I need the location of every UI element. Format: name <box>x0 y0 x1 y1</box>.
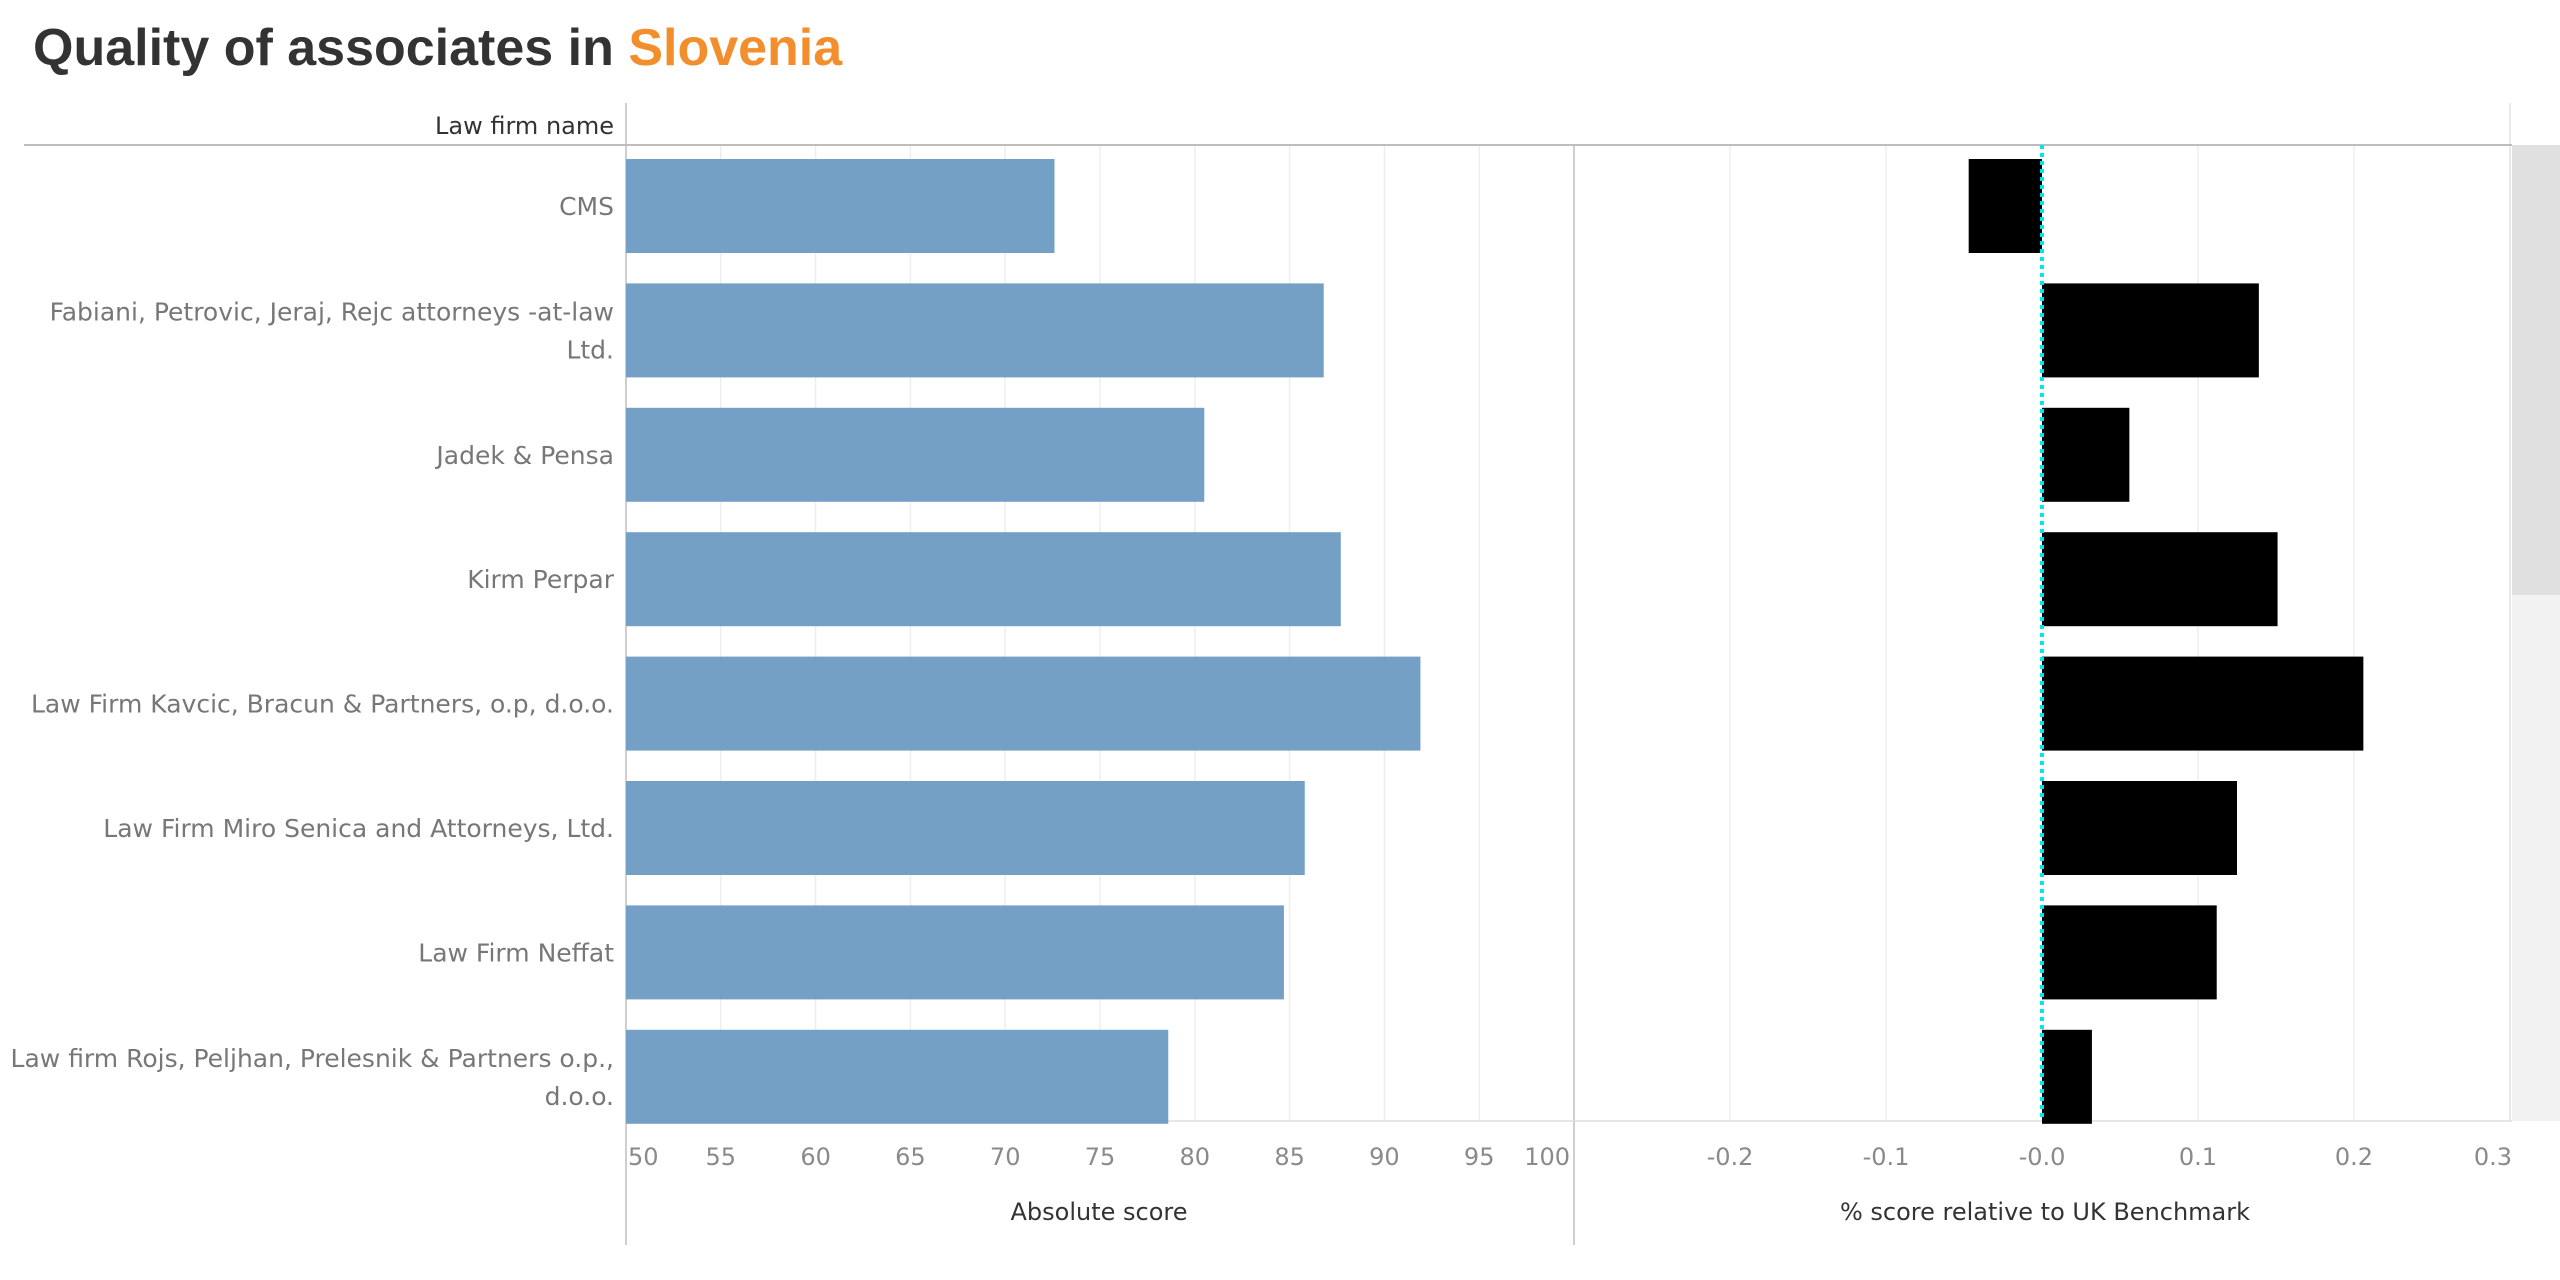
x-axis-title-absolute: Absolute score <box>1010 1198 1187 1226</box>
relative-score-bar <box>2042 1029 2092 1124</box>
row-label: CMS <box>559 192 614 221</box>
row-header-label: Law firm name <box>435 112 614 140</box>
absolute-score-bar <box>626 159 1055 253</box>
x-tick-label-absolute: 75 <box>1085 1143 1116 1171</box>
row-label: Fabiani, Petrovic, Jeraj, Rejc attorneys… <box>50 297 614 364</box>
x-axis-title-relative: % score relative to UK Benchmark <box>1840 1198 2250 1226</box>
row-label-line: Jadek & Pensa <box>434 441 614 470</box>
x-tick-label-relative: 0.2 <box>2335 1143 2373 1171</box>
x-tick-label-absolute: 70 <box>990 1143 1021 1171</box>
x-tick-label-relative: 0.1 <box>2179 1143 2217 1171</box>
x-tick-label-relative: -0.1 <box>1863 1143 1910 1171</box>
x-tick-label-relative: 0.3 <box>2474 1143 2512 1171</box>
row-label-line: Law Firm Kavcic, Bracun & Partners, o.p,… <box>31 690 614 719</box>
absolute-score-bar <box>626 781 1305 875</box>
row-label: Kirm Perpar <box>467 565 615 594</box>
absolute-score-bar <box>626 532 1341 627</box>
x-tick-label-absolute: 95 <box>1464 1143 1495 1171</box>
row-label: Law Firm Neffat <box>418 938 614 967</box>
row-label-line: Kirm Perpar <box>467 565 615 594</box>
relative-score-bar <box>1968 159 2042 253</box>
relative-score-bar <box>2042 407 2130 502</box>
absolute-score-bar <box>626 1029 1169 1124</box>
x-tick-label-absolute: 80 <box>1180 1143 1211 1171</box>
row-label: Law Firm Kavcic, Bracun & Partners, o.p,… <box>31 690 614 719</box>
x-tick-label-absolute: 90 <box>1369 1143 1400 1171</box>
relative-score-bar <box>2042 656 2364 751</box>
relative-score-bar <box>2042 283 2259 378</box>
row-label-line: Law Firm Neffat <box>418 938 614 967</box>
absolute-score-bar <box>626 656 1421 751</box>
relative-score-bar <box>2042 905 2217 1000</box>
x-tick-label-relative: -0.2 <box>1707 1143 1754 1171</box>
absolute-score-bar <box>626 407 1205 502</box>
row-label: Law Firm Miro Senica and Attorneys, Ltd. <box>103 814 614 843</box>
row-label: Jadek & Pensa <box>434 441 614 470</box>
row-label-line: Law Firm Miro Senica and Attorneys, Ltd. <box>103 814 614 843</box>
row-label-line: CMS <box>559 192 614 221</box>
x-tick-label-absolute: 55 <box>706 1143 737 1171</box>
x-tick-label-absolute: 100 <box>1524 1143 1570 1171</box>
x-tick-label-absolute: 50 <box>628 1143 659 1171</box>
chart-title: Quality of associates in Slovenia <box>33 18 842 78</box>
row-label-line: Law firm Rojs, Peljhan, Prelesnik & Part… <box>11 1044 614 1073</box>
absolute-score-bar <box>626 283 1324 378</box>
scrollbar-thumb <box>2512 145 2560 595</box>
x-tick-label-absolute: 65 <box>895 1143 926 1171</box>
title-prefix: Quality of associates in <box>33 19 629 77</box>
chart-layers: CMS Fabiani, Petrovic, Jeraj, Rejc attorn… <box>11 103 2560 1245</box>
title-country: Slovenia <box>628 19 843 77</box>
row-label-line: d.o.o. <box>545 1082 614 1111</box>
absolute-score-bar <box>626 905 1284 1000</box>
x-tick-label-relative: -0.0 <box>2019 1143 2066 1171</box>
relative-score-bar <box>2042 532 2278 627</box>
x-tick-label-absolute: 85 <box>1274 1143 1305 1171</box>
relative-score-bar <box>2042 781 2237 875</box>
row-label-line: Ltd. <box>566 335 614 364</box>
x-tick-label-absolute: 60 <box>800 1143 831 1171</box>
row-label-line: Fabiani, Petrovic, Jeraj, Rejc attorneys… <box>50 297 614 326</box>
row-label: Law firm Rojs, Peljhan, Prelesnik & Part… <box>11 1044 614 1111</box>
